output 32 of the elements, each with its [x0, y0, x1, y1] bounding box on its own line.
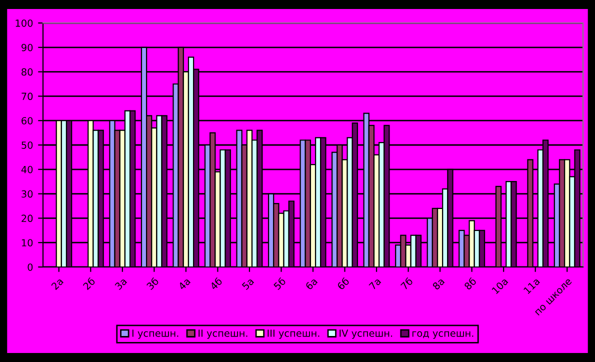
x-tick-label: 8а [432, 277, 445, 290]
x-tick-label: 4а [178, 278, 191, 290]
y-tick-label: 80 [22, 68, 33, 76]
x-tick-label: 5б [273, 276, 286, 290]
legend-label: I успешн. [132, 330, 178, 339]
x-tick-label: 11а [523, 278, 540, 294]
legend-label: IV успешн. [340, 330, 392, 339]
y-tick-label: 100 [16, 19, 33, 27]
x-tick-label: 2а [50, 277, 64, 290]
x-tick-label: 8б [464, 276, 477, 290]
x-tick-label: 2б [82, 276, 96, 290]
x-tick-label: 5а [242, 278, 254, 290]
legend-label: II успешн. [198, 330, 248, 339]
legend-label: III успешн. [268, 330, 320, 339]
x-tick-label: 7б [400, 276, 414, 290]
x-tick-label: 4б [209, 276, 223, 290]
y-tick-label: 50 [22, 141, 33, 149]
y-tick-label: 30 [22, 190, 33, 198]
legend-label: год успешн. [412, 331, 474, 339]
y-tick-label: 0 [28, 263, 33, 271]
y-tick-label: 70 [22, 92, 33, 100]
x-tick-label: 6а [305, 277, 318, 290]
x-tick-label: 6б [336, 276, 350, 290]
x-tick-label: 7а [368, 278, 382, 290]
y-tick-label: 40 [21, 166, 33, 174]
x-tick-label: 10а [492, 277, 508, 294]
x-tick-label: 3а [114, 277, 128, 290]
y-tick-label: 60 [22, 117, 33, 124]
y-tick-label: 20 [22, 214, 33, 222]
y-tick-label: 10 [22, 239, 33, 246]
x-tick-label: 3б [146, 276, 160, 290]
y-tick-label: 90 [22, 44, 33, 52]
